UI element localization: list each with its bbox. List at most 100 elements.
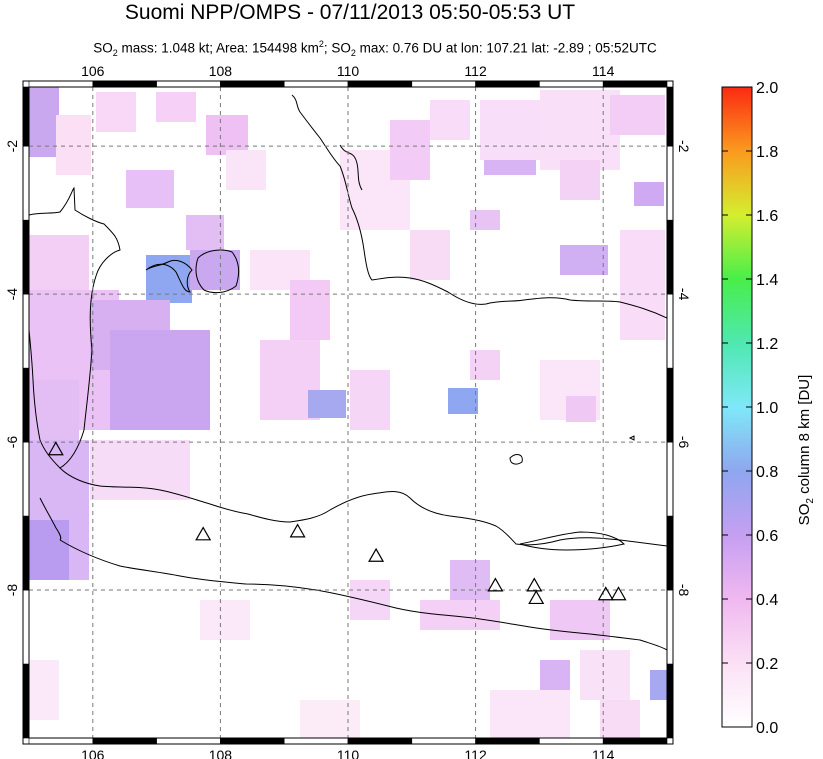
lon-label-top: 112 bbox=[464, 63, 487, 79]
frame-segment-top bbox=[347, 80, 413, 88]
small-island-2 bbox=[628, 435, 635, 441]
volcano-markers bbox=[47, 441, 627, 605]
colorbar-tick-label: 0.0 bbox=[756, 720, 778, 737]
west-java-tip bbox=[39, 497, 62, 541]
volcano-icon bbox=[195, 526, 212, 541]
volcano-icon bbox=[487, 577, 504, 592]
bangka-island bbox=[145, 259, 193, 293]
frame-segment-bottom bbox=[475, 737, 540, 745]
frame-segment-top bbox=[602, 80, 668, 88]
borneo-coastline bbox=[291, 94, 667, 319]
lat-label-right: -6 bbox=[676, 436, 692, 449]
volcano-icon bbox=[610, 586, 627, 601]
lat-label-left: -4 bbox=[4, 288, 20, 301]
lon-label-bottom: 114 bbox=[592, 747, 615, 759]
frame-segment-bottom bbox=[92, 737, 157, 745]
volcano-icon bbox=[597, 586, 614, 601]
frame-segment-bottom bbox=[156, 737, 221, 745]
frame-segment-right bbox=[666, 515, 674, 591]
volcano-icon bbox=[47, 441, 64, 456]
frame-segment-top bbox=[220, 80, 285, 88]
frame-segment-bottom bbox=[347, 737, 413, 745]
colorbar-tick-label: 1.8 bbox=[756, 144, 778, 161]
frame-segment-right bbox=[666, 293, 674, 369]
frame-segment-top bbox=[28, 80, 94, 88]
lon-label-top: 106 bbox=[81, 63, 105, 79]
frame-segment-right bbox=[666, 441, 674, 517]
frame-segment-bottom bbox=[28, 737, 94, 745]
java-south-coastline bbox=[59, 539, 667, 651]
so2-pixel-layer bbox=[29, 87, 667, 738]
lat-label-right: -2 bbox=[676, 140, 692, 153]
frame-outline bbox=[22, 80, 674, 745]
volcano-icon bbox=[528, 589, 545, 605]
lat-label-right: -4 bbox=[676, 288, 692, 301]
frame-segment-bottom bbox=[539, 737, 604, 745]
colorbar-tick-label: 0.6 bbox=[756, 528, 778, 545]
frame-segment-left bbox=[22, 86, 30, 147]
frame-segment-left bbox=[22, 515, 30, 591]
frame-segment-top bbox=[411, 80, 476, 88]
colorbar-tick-label: 1.6 bbox=[756, 208, 778, 225]
small-island bbox=[509, 454, 523, 465]
colorbar-title: SO2 column 8 km [DU] bbox=[796, 374, 816, 526]
lat-label-right: -8 bbox=[676, 584, 692, 597]
map-border bbox=[28, 86, 668, 739]
volcano-icon bbox=[289, 523, 306, 538]
frame-segment-left bbox=[22, 663, 30, 739]
frame-segment-left bbox=[22, 145, 30, 221]
frame-segment-right bbox=[666, 145, 674, 221]
frame-segment-top bbox=[156, 80, 221, 88]
map-subtitle: SO2 mass: 1.048 kt; Area: 154498 km2; SO… bbox=[93, 39, 657, 59]
frame-segment-left bbox=[22, 293, 30, 369]
frame-segment-left bbox=[22, 441, 30, 517]
map-frame bbox=[22, 80, 674, 745]
lat-label-left: -8 bbox=[4, 584, 20, 597]
frame-segment-bottom bbox=[411, 737, 476, 745]
frame-segment-right bbox=[666, 663, 674, 739]
frame-segment-top bbox=[539, 80, 604, 88]
lon-label-top: 110 bbox=[337, 63, 360, 79]
coastline-layer bbox=[29, 94, 667, 651]
frame-segment-top bbox=[92, 80, 157, 88]
lon-label-top: 108 bbox=[209, 63, 233, 79]
colorbar-tick-label: 0.2 bbox=[756, 656, 778, 673]
frame-segment-bottom bbox=[602, 737, 668, 745]
lon-label-bottom: 112 bbox=[464, 747, 487, 759]
colorbar-tick-label: 2.0 bbox=[756, 80, 778, 97]
lon-label-bottom: 106 bbox=[81, 747, 105, 759]
frame-segment-bottom bbox=[220, 737, 285, 745]
colorbar-tick-label: 0.4 bbox=[756, 592, 778, 609]
volcano-icon bbox=[526, 577, 543, 592]
frame-segment-top bbox=[475, 80, 540, 88]
frame-segment-right bbox=[666, 219, 674, 295]
frame-segment-left bbox=[22, 367, 30, 443]
lat-label-left: -2 bbox=[4, 140, 20, 153]
colorbar-tick-label: 1.0 bbox=[756, 400, 778, 417]
map-title: Suomi NPP/OMPS - 07/11/2013 05:50-05:53 … bbox=[124, 1, 576, 24]
lat-label-left: -6 bbox=[4, 436, 20, 449]
axis-labels: 106 106 108 108 110 110 112 112 114 114 -2 -2 -4 -4 -6… bbox=[4, 63, 692, 759]
frame-segment-right bbox=[666, 86, 674, 147]
java-north-coastline bbox=[59, 467, 667, 547]
graticule bbox=[29, 87, 667, 738]
borneo-north-coast bbox=[339, 144, 363, 191]
frame-segment-bottom bbox=[283, 737, 349, 745]
madura-island bbox=[519, 531, 625, 551]
colorbar-ticks: 0.0 0.2 0.4 0.6 0.8 1.0 1.2 1.4 1.6 1.8 2.0 bbox=[722, 80, 778, 737]
frame-segment-top bbox=[283, 80, 349, 88]
frame-segment-left bbox=[22, 589, 30, 665]
colorbar-tick-label: 1.4 bbox=[756, 272, 778, 289]
lon-label-top: 114 bbox=[592, 63, 615, 79]
colorbar-tick-label: 0.8 bbox=[756, 464, 778, 481]
frame-segment-right bbox=[666, 589, 674, 665]
frame-segment-right bbox=[666, 367, 674, 443]
volcano-icon bbox=[368, 547, 385, 562]
lon-label-bottom: 108 bbox=[209, 747, 233, 759]
sumatra-coastline bbox=[29, 186, 121, 469]
colorbar-tick-label: 1.2 bbox=[756, 336, 778, 353]
frame-segment-left bbox=[22, 219, 30, 295]
lon-label-bottom: 110 bbox=[337, 747, 360, 759]
belitung-island bbox=[195, 249, 240, 294]
